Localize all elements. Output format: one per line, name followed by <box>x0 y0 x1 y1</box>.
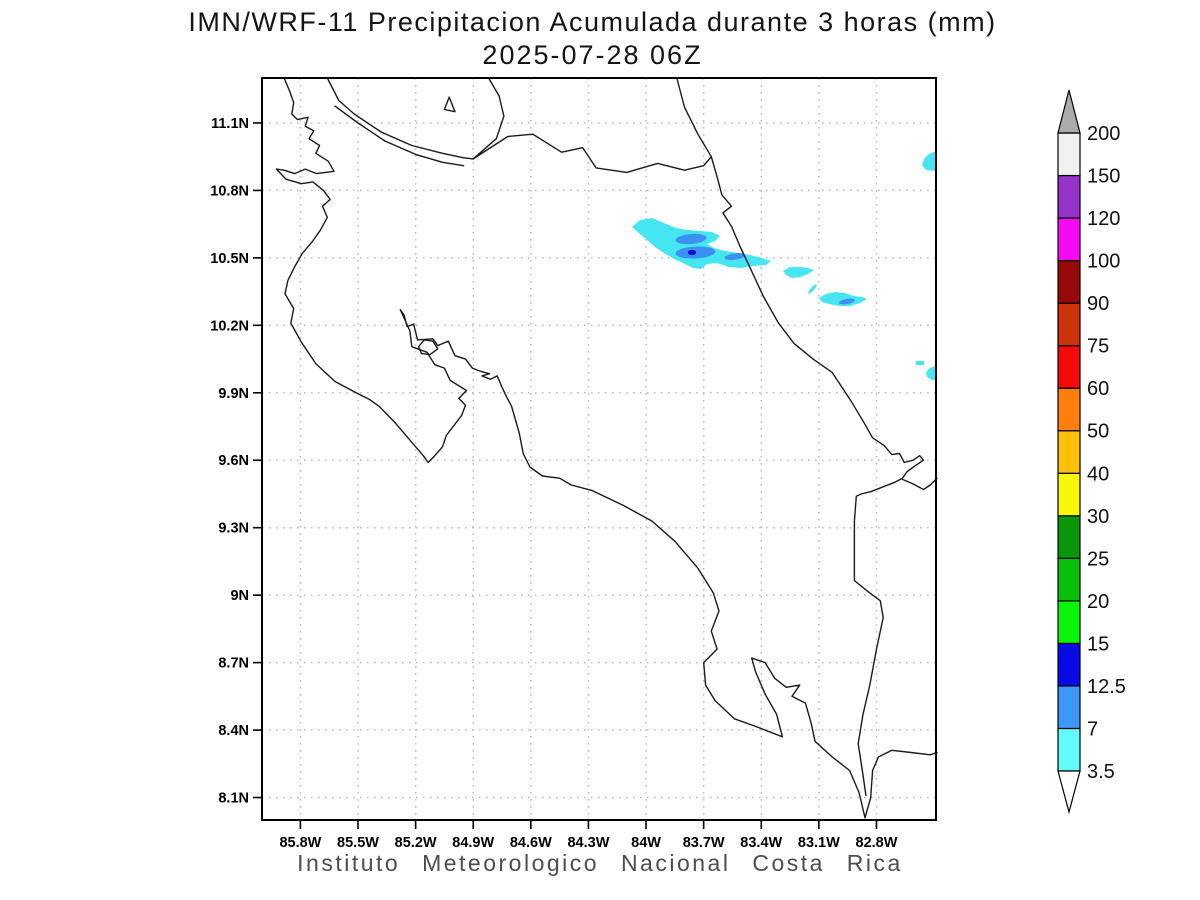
precip-patch <box>783 267 814 278</box>
colorbar-segment <box>1057 260 1081 304</box>
colorbar-segment <box>1057 600 1081 644</box>
colorbar-segment <box>1057 132 1081 177</box>
lon-tick-label: 83.7W <box>683 835 725 851</box>
colorbar-segment <box>1057 345 1081 389</box>
island-chira-island <box>417 339 439 356</box>
precip-patch <box>922 151 936 171</box>
colorbar-segment <box>1057 515 1081 559</box>
lon-tick-label: 85.2W <box>395 835 437 851</box>
axis-tick-labels: 11.1N 10.8N 10.5N 10.2N 9.9N 9.6N 9.3N 9N 8.7N 8.… <box>210 116 897 851</box>
lat-tick-label: 8.7N <box>218 656 249 672</box>
colorbar-label: 150 <box>1087 166 1120 188</box>
lat-tick-label: 8.4N <box>218 723 249 739</box>
colorbar-label: 25 <box>1087 548 1109 570</box>
colorbar-label: 60 <box>1087 378 1109 400</box>
precip-patch <box>675 233 707 245</box>
colorbar-segment <box>1057 174 1081 219</box>
lat-tick-label: 10.8N <box>210 183 249 199</box>
colorbar-label: 20 <box>1087 591 1109 613</box>
precip-patch <box>839 298 855 305</box>
colorbar-segment <box>1057 727 1081 772</box>
colorbar-label: 3.5 <box>1087 761 1115 783</box>
colorbar-label: 75 <box>1087 336 1109 358</box>
colorbar-label: 120 <box>1087 208 1120 230</box>
lon-tick-label: 84.3W <box>567 835 609 851</box>
precipitation-layer <box>632 151 936 380</box>
lon-tick-label: 84.9W <box>452 835 494 851</box>
coastline-lake-nicaragua-west-shore <box>326 77 474 160</box>
coastline-san-juan-river <box>472 133 712 174</box>
coastline-caribbean-coast-and-panama-border <box>676 77 925 796</box>
island-lake-island <box>443 96 456 113</box>
precip-patch <box>916 361 924 365</box>
colorbar-segment <box>1057 642 1081 687</box>
colorbar-label: 7 <box>1087 718 1098 740</box>
lat-tick-label: 9.9N <box>218 386 249 402</box>
coastline-layer <box>275 77 938 819</box>
coastline-pacific-coast <box>275 77 938 819</box>
footer-text: Instituto Meteorologico Nacional Costa R… <box>297 850 903 876</box>
precip-patch <box>926 366 936 380</box>
colorbar-segment <box>1057 430 1081 474</box>
colorbar-segment <box>1057 302 1081 347</box>
lon-tick-label: 82.8W <box>856 835 898 851</box>
precip-patch <box>724 253 746 260</box>
coastline-lake-nicaragua-east-shore <box>472 77 505 160</box>
colorbar-label: 90 <box>1087 293 1109 315</box>
colorbar-segment <box>1057 387 1081 432</box>
lat-tick-label: 11.1N <box>211 116 249 132</box>
colorbar-segment <box>1057 557 1081 602</box>
lon-tick-label: 84W <box>631 835 661 851</box>
lon-tick-label: 84.6W <box>510 835 552 851</box>
lon-tick-label: 83.4W <box>740 835 782 851</box>
coastline-panama-caribbean-coast <box>901 477 938 491</box>
graticule <box>262 78 936 820</box>
colorbar-segment <box>1057 472 1081 517</box>
colorbar-label: 100 <box>1087 251 1120 273</box>
coastline-nicaragua-border-line <box>334 105 465 167</box>
lat-tick-label: 9.3N <box>218 521 249 537</box>
colorbar-label: 200 <box>1087 123 1120 145</box>
colorbar-label: 50 <box>1087 421 1109 443</box>
chart-subtitle: 2025-07-28 06Z <box>482 40 703 70</box>
colorbar-over-arrow <box>1057 89 1081 134</box>
lat-tick-label: 9N <box>230 588 249 604</box>
chart-title: IMN/WRF-11 Precipitacion Acumulada duran… <box>188 7 997 37</box>
title-block: IMN/WRF-11 Precipitacion Acumulada duran… <box>0 7 1185 71</box>
lat-tick-label: 8.1N <box>218 791 249 807</box>
colorbar-label: 12.5 <box>1087 676 1126 698</box>
lat-tick-label: 10.2N <box>210 318 249 334</box>
colorbar-segment <box>1057 217 1081 262</box>
colorbar-label: 30 <box>1087 506 1109 528</box>
precip-patch <box>632 218 771 269</box>
precip-patch <box>687 249 697 256</box>
map-frame <box>261 77 937 821</box>
precip-patch <box>808 284 817 294</box>
colorbar-label: 15 <box>1087 633 1109 655</box>
lon-tick-label: 83.1W <box>798 835 840 851</box>
lat-tick-label: 9.6N <box>218 453 249 469</box>
colorbar-under-arrow <box>1057 770 1081 815</box>
lon-tick-label: 85.5W <box>337 835 379 851</box>
colorbar-segment <box>1057 685 1081 730</box>
colorbar: 3.5 7 12.5 15 20 25 30 40 50 60 75 90 100 120 150 200 <box>1057 89 1126 815</box>
precip-patch <box>819 292 867 306</box>
map-frame-border <box>261 77 937 821</box>
colorbar-label: 40 <box>1087 463 1109 485</box>
lat-tick-label: 10.5N <box>210 251 249 267</box>
lon-tick-label: 85.8W <box>279 835 321 851</box>
